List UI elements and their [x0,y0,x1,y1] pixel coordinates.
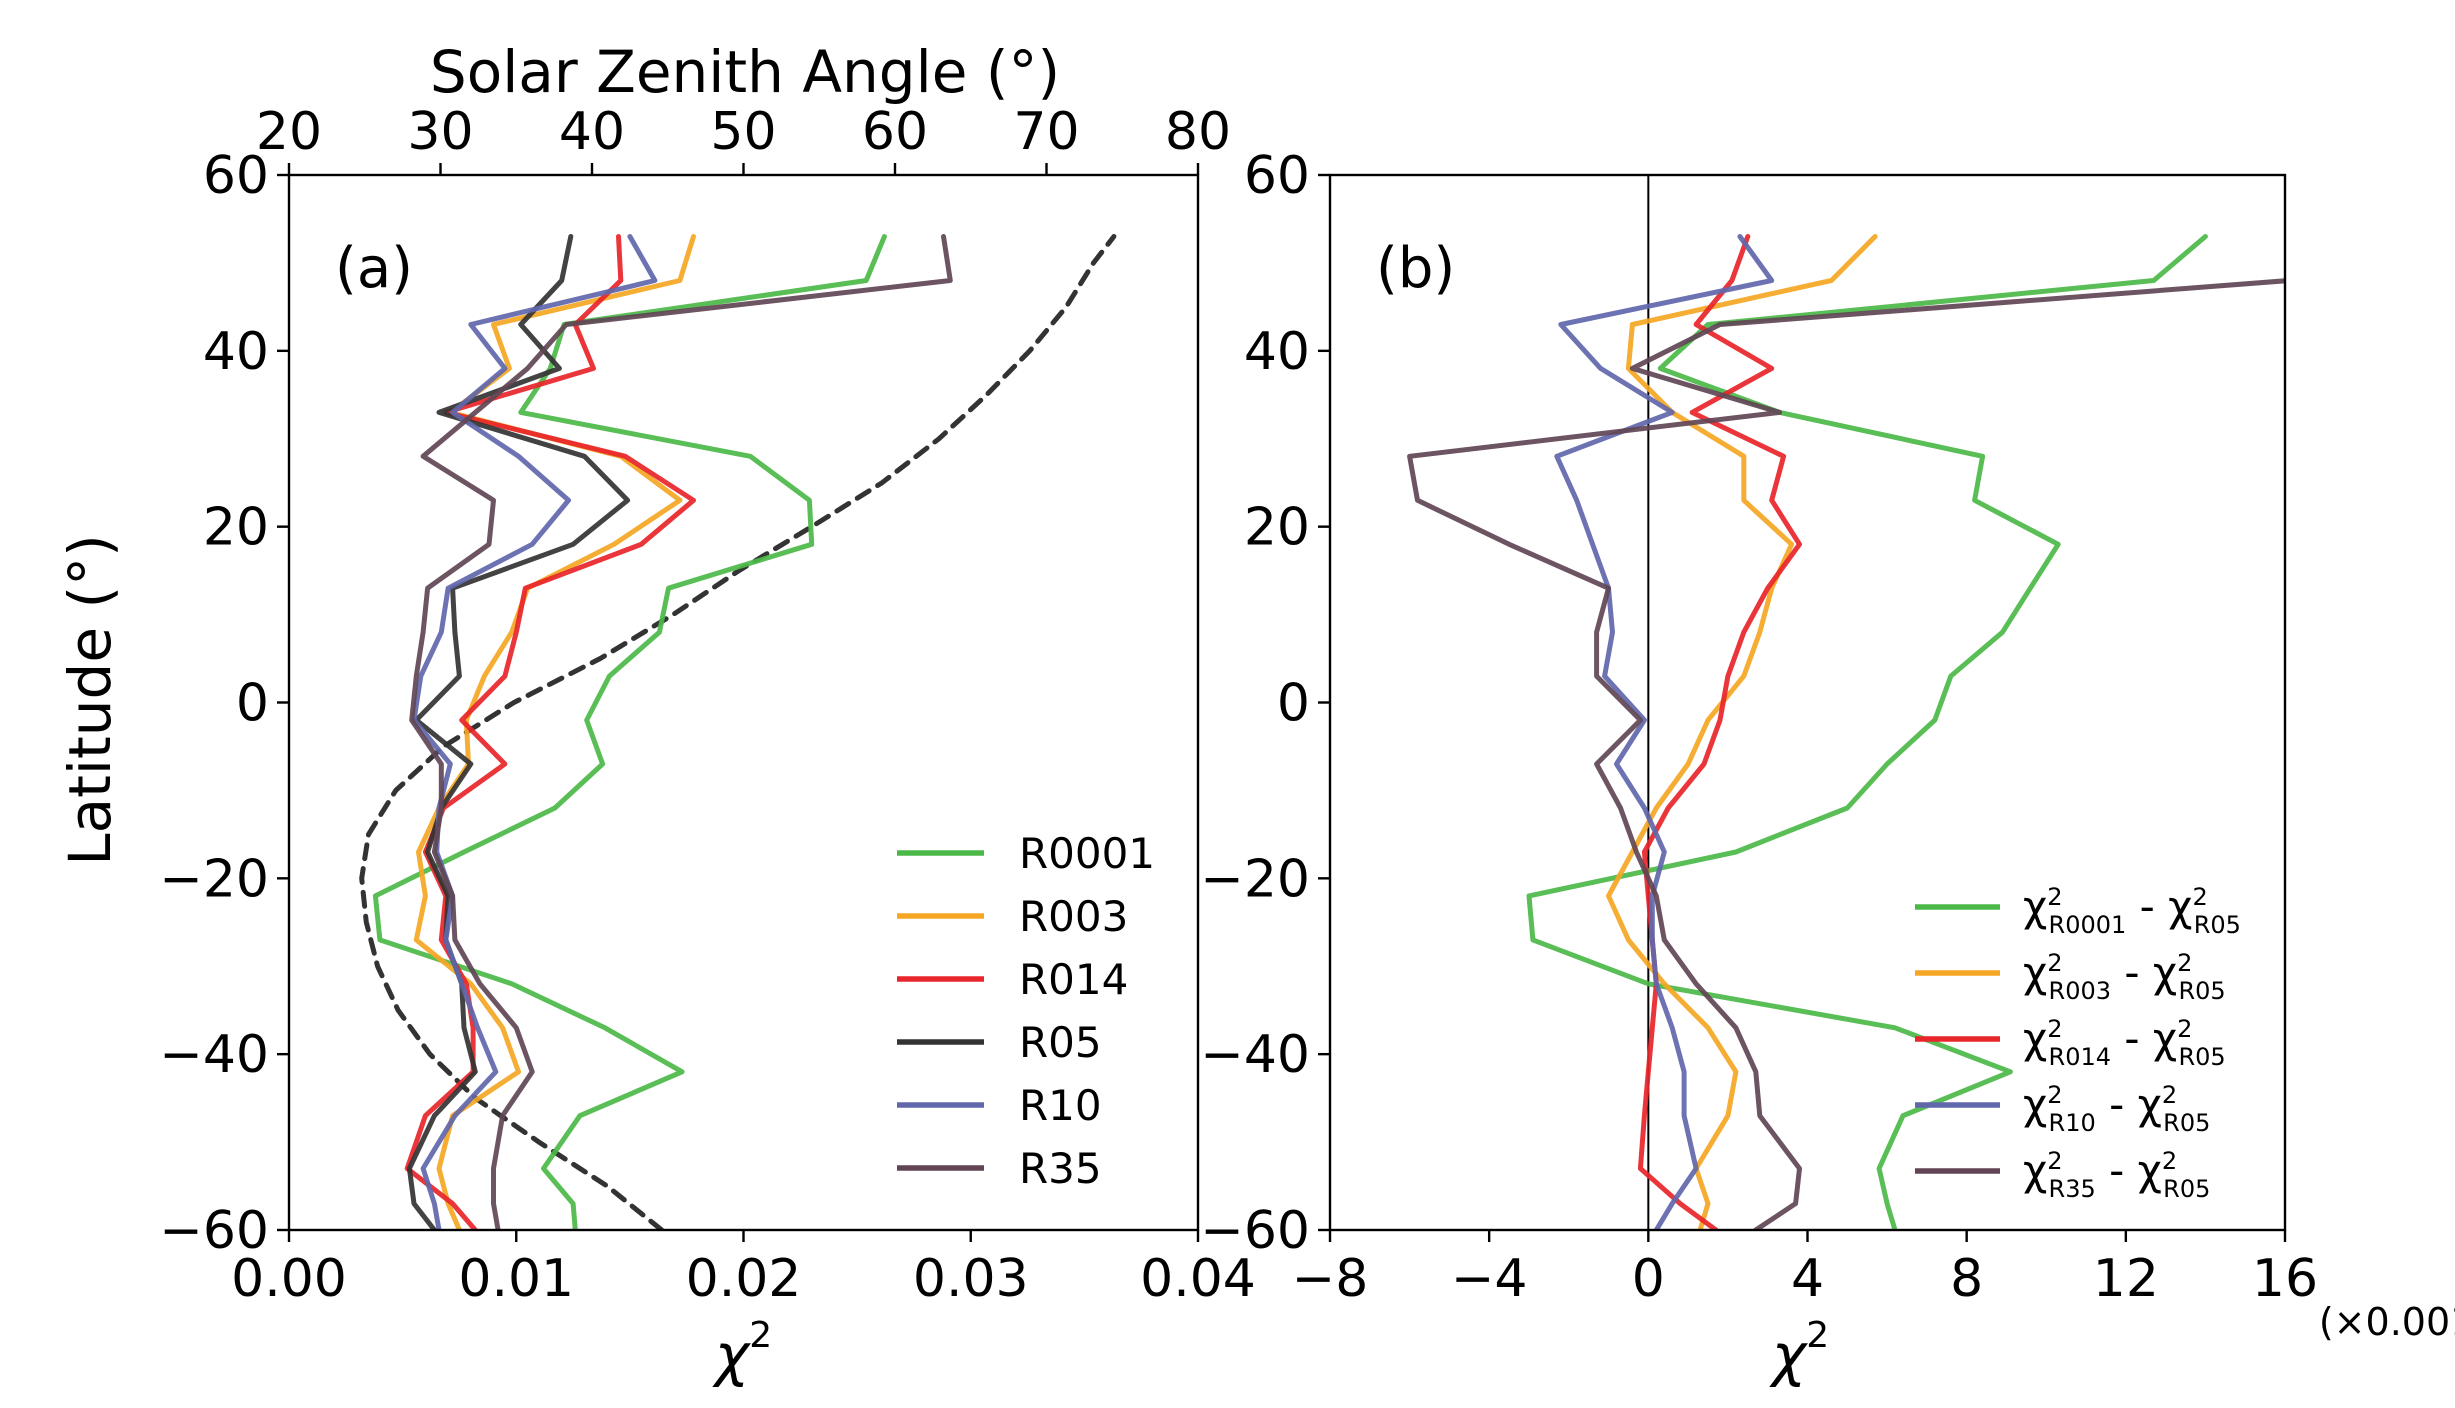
y-tick-label: 60 [203,146,269,206]
series-line-r014 [1637,234,1802,1230]
shared-annotations: Latitude (°) Solar Zenith Angle (°) (×0.… [56,38,2455,1344]
x-tick-label: 0.00 [231,1249,347,1309]
y-tick-label: 0 [1277,674,1310,734]
x-tick-label: 0 [1632,1249,1665,1309]
legend-label: χ2 R10 - χ2 R05 [2023,1080,2210,1137]
x-multiplier-label: (×0.001) [2319,1300,2455,1344]
x-axis-title: χ2 [712,1315,772,1389]
legend-label: χ2 R0001 - χ2 R05 [2023,882,2241,939]
panel-label: (a) [335,236,413,301]
legend-label: R0001 [1019,829,1155,878]
top-tick-label: 50 [710,102,776,162]
x-tick-label: 12 [2093,1249,2159,1309]
x-tick-label: 4 [1791,1249,1824,1309]
y-axis-title: Latitude (°) [56,534,124,865]
top-tick-label: 70 [1013,102,1079,162]
x-tick-label: 0.04 [1140,1249,1256,1309]
legend-label: R10 [1019,1081,1102,1130]
top-tick-label: 30 [407,102,473,162]
top-tick-label: 20 [256,102,322,162]
y-tick-label: 40 [203,322,269,382]
x-tick-label: −4 [1451,1249,1528,1309]
x-tick-label: 0.01 [458,1249,574,1309]
top-tick-label: 60 [862,102,928,162]
y-tick-label: −40 [1200,1025,1310,1085]
y-tick-label: −40 [159,1025,269,1085]
y-tick-label: −20 [1200,849,1310,909]
legend-label: R003 [1019,892,1128,941]
x-tick-label: 16 [2252,1249,2318,1309]
legend-label: R05 [1019,1018,1102,1067]
y-tick-label: 20 [1244,498,1310,558]
axes-frame [287,173,1200,1232]
sza-dashed-line [359,234,1117,1230]
x-axis-title: χ2 [1769,1315,1829,1389]
y-tick-label: 0 [236,674,269,734]
legend-label: χ2 R014 - χ2 R05 [2023,1014,2226,1071]
axes-frame [1328,173,2287,1232]
top-tick-label: 40 [559,102,625,162]
y-tick-label: −60 [159,1201,269,1261]
x-tick-label: 0.03 [913,1249,1029,1309]
x-tick-label: 0.02 [686,1249,802,1309]
series-line-r014 [404,234,696,1230]
y-tick-label: −20 [159,849,269,909]
top-tick-label: 80 [1165,102,1231,162]
series-line-r10 [411,234,658,1230]
y-tick-label: 60 [1244,146,1310,206]
series-line-r35 [1407,278,2285,1230]
legend-label: R014 [1019,955,1128,1004]
legend-label: χ2 R35 - χ2 R05 [2023,1146,2210,1203]
y-tick-label: −60 [1200,1201,1310,1261]
y-tick-label: 20 [203,498,269,558]
series-line-r05 [406,234,631,1230]
y-tick-label: 40 [1244,322,1310,382]
panel-label: (b) [1376,236,1455,301]
series-line-r0001 [372,234,887,1230]
x-tick-label: 8 [1950,1249,1983,1309]
legend-label: R35 [1019,1144,1102,1193]
x-tick-label: −8 [1292,1249,1369,1309]
series-line-r35 [409,234,953,1230]
legend-label: χ2 R003 - χ2 R05 [2023,948,2226,1005]
top-axis-title: Solar Zenith Angle (°) [430,38,1060,106]
series-line-r10 [1554,234,1775,1230]
